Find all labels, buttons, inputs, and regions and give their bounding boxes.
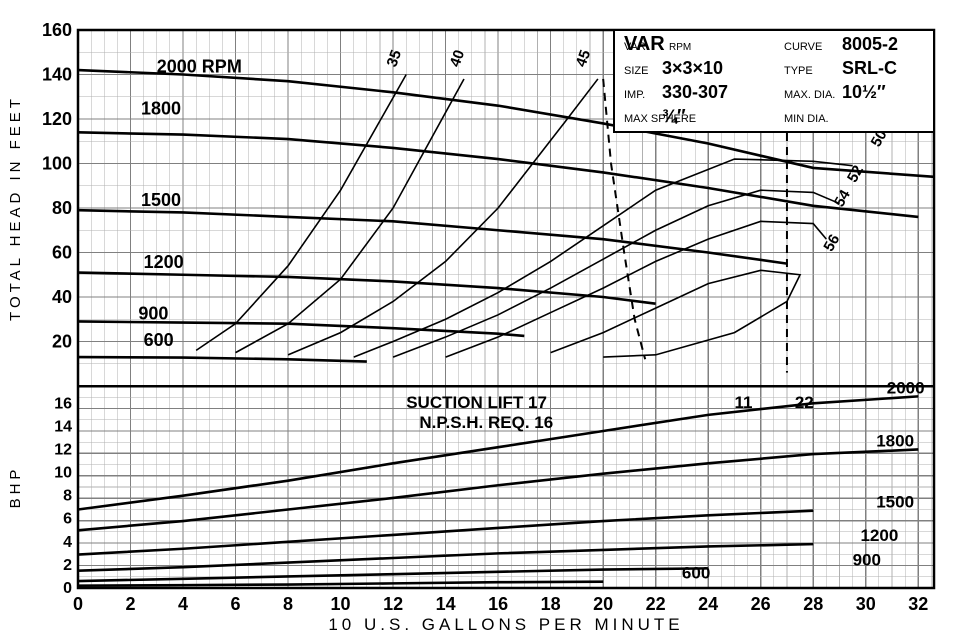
y-bhp-tick: 4: [63, 534, 72, 551]
info-label2: MAX. DIA.: [784, 89, 835, 101]
x-tick-label: 12: [383, 594, 403, 614]
info-value2: 10½″: [842, 82, 886, 102]
head-curve-label: 1800: [141, 99, 181, 119]
x-tick-label: 22: [646, 594, 666, 614]
x-tick-label: 6: [231, 594, 241, 614]
bhp-curve-label: 1800: [876, 431, 914, 450]
head-curve-label: 900: [138, 303, 168, 323]
info-label: IMP.: [624, 89, 645, 101]
x-tick-label: 20: [593, 594, 613, 614]
info-value: ¾″: [662, 106, 686, 126]
y-head-tick: 160: [42, 20, 72, 40]
head-curve-label: 1500: [141, 190, 181, 210]
y-head-tick: 100: [42, 154, 72, 174]
y-bhp-title: BHP: [7, 466, 24, 509]
info-value2: 8005-2: [842, 34, 898, 54]
y-bhp-tick: 16: [54, 395, 72, 412]
x-tick-label: 10: [331, 594, 351, 614]
x-tick-label: 30: [856, 594, 876, 614]
x-tick-label: 28: [803, 594, 823, 614]
x-tick-label: 0: [73, 594, 83, 614]
y-head-tick: 120: [42, 109, 72, 129]
head-curve-label: 1200: [144, 252, 184, 272]
x-tick-label: 4: [178, 594, 188, 614]
y-head-tick: 20: [52, 332, 72, 352]
info-sub: RPM: [669, 42, 691, 53]
x-tick-label: 14: [436, 594, 456, 614]
y-bhp-tick: 6: [63, 511, 72, 528]
x-tick-label: 18: [541, 594, 561, 614]
y-bhp-tick: 0: [63, 580, 72, 597]
x-tick-label: 2: [126, 594, 136, 614]
info-box: VAR RPM CURVE 8005-2 SIZE 3×3×10 TYPE SRL-C IMP.…: [614, 30, 934, 132]
bhp-curve-label: 1200: [860, 526, 898, 545]
bhp-curve-label: 900: [853, 550, 881, 569]
bhp-curve-label: 600: [682, 564, 710, 583]
y-head-tick: 140: [42, 65, 72, 85]
x-tick-label: 32: [908, 594, 928, 614]
info-value: 330-307: [662, 82, 728, 102]
y-bhp-tick: 14: [54, 418, 72, 435]
x-tick-label: 8: [283, 594, 293, 614]
suction-label-1: SUCTION LIFT 17: [406, 393, 547, 412]
info-label2: TYPE: [784, 65, 813, 77]
x-axis-title: 10 U.S. GALLONS PER MINUTE: [328, 615, 683, 634]
y-head-tick: 40: [52, 287, 72, 307]
info-label2: CURVE: [784, 41, 822, 53]
y-bhp-tick: 12: [54, 441, 72, 458]
x-tick-label: 16: [488, 594, 508, 614]
y-head-title: TOTAL HEAD IN FEET: [7, 95, 24, 321]
y-head-tick: 80: [52, 198, 72, 218]
y-bhp-tick: 8: [63, 488, 72, 505]
info-label: SIZE: [624, 65, 648, 77]
y-head-tick: 60: [52, 243, 72, 263]
bhp-curve-label: 2000: [887, 378, 925, 397]
info-label2: MIN DIA.: [784, 113, 829, 125]
x-tick-label: 26: [751, 594, 771, 614]
y-bhp-tick: 10: [54, 465, 72, 482]
suction-label-2: N.P.S.H. REQ. 16: [419, 413, 553, 432]
head-curve-label: 600: [144, 330, 174, 350]
bhp-curve-label: 1500: [876, 493, 914, 512]
info-value: 3×3×10: [662, 58, 723, 78]
info-value2: SRL-C: [842, 58, 897, 78]
info-var: VAR: [624, 33, 665, 55]
y-bhp-tick: 2: [63, 557, 72, 574]
head-curve-label: 2000 RPM: [157, 56, 242, 76]
x-tick-label: 24: [698, 594, 718, 614]
